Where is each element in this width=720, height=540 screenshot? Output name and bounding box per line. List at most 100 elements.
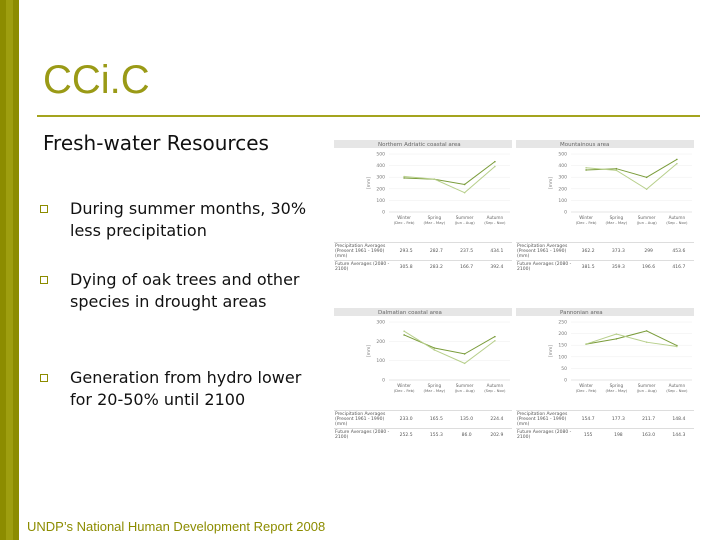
series-name: Future Averages (2080 - 2100) [516,260,573,273]
data-label: 211.7 [633,410,664,429]
data-label: 283.2 [421,260,452,273]
table-row: Future Averages (2080 - 2100) 305.8 283.2 1… [334,260,512,273]
y-tick-label: 200 [376,339,385,345]
bullet-item: Generation from hydro lower for 20-50% u… [40,367,310,411]
data-label: 305.8 [391,260,422,273]
series-name: Precipitation Averages (Present 1961 - 1… [516,242,573,261]
data-label: 233.0 [391,410,422,429]
series-line [404,166,496,194]
data-point [645,330,648,332]
x-tick-sublabel: (Mar - May) [605,220,627,225]
chart-panel: Mountainous area 500 400 300 200 100 0 [mm] Wint… [516,140,694,294]
table-row: Precipitation Averages (Present 1961 - 1… [334,410,512,429]
series-name: Precipitation Averages (Present 1961 - 1… [516,410,573,429]
data-point [494,335,496,338]
y-tick-label: 250 [558,320,567,326]
x-tick-sublabel: (Jun - Aug) [455,388,476,393]
chart-title-bar [516,140,694,148]
data-label: 166.7 [451,260,482,273]
slide-title: CCi.C [43,58,150,102]
y-tick-label: 0 [564,210,567,216]
series-line [403,330,496,364]
x-tick-sublabel: (Jun - Aug) [637,388,658,393]
series-name: Precipitation Averages (Present 1961 - 1… [334,242,391,261]
y-tick-label: 300 [376,175,385,181]
y-axis-label: [mm] [366,345,372,358]
x-tick-label: Summer [638,383,656,388]
data-point [403,177,405,179]
chart-panel: Dalmatian coastal area 300 200 100 0 [mm] Wint… [334,308,512,462]
data-point [585,169,587,171]
series-name: Future Averages (2080 - 2100) [516,428,573,441]
data-point [403,175,405,178]
data-label: 202.9 [481,428,512,441]
y-tick-label: 200 [376,186,385,192]
data-label: 135.0 [451,410,482,429]
chart-title: Mountainous area [560,142,609,148]
data-point [585,166,587,169]
data-label: 416.7 [663,260,694,273]
data-label: 224.4 [481,410,512,429]
data-label: 163.0 [633,428,664,441]
chart-title-bar [334,308,512,316]
x-tick-label: Autumn [669,383,686,388]
bullet-text: Generation from hydro lower for 20-50% u… [70,368,302,409]
chart-title-bar [334,140,512,148]
y-tick-label: 400 [558,163,567,169]
y-axis-label: [mm] [548,177,554,190]
y-tick-label: 0 [382,210,385,216]
x-tick-label: Spring [610,383,624,388]
data-label: 434.1 [481,242,512,261]
chart-svg: Pannonian area250200150100500[mm]Winter(… [516,308,694,393]
data-label: 148.4 [663,410,694,429]
series-line [403,334,496,355]
data-label: 252.5 [391,428,422,441]
y-tick-label: 50 [561,366,567,372]
data-point [403,330,405,332]
x-tick-sublabel: (Sep - Nov) [484,388,506,393]
data-point [463,362,466,365]
chart-title: Pannonian area [560,310,603,316]
y-axis-label: [mm] [366,177,372,190]
series-name: Future Averages (2080 - 2100) [334,428,391,441]
data-label: 86.0 [451,428,482,441]
chart-title: Dalmatian coastal area [378,310,442,316]
y-tick-label: 500 [558,152,567,158]
series-name: Precipitation Averages (Present 1961 - 1… [334,410,391,429]
chart-title: Northern Adriatic coastal area [378,142,461,148]
data-point [433,347,436,349]
data-label: 381.5 [573,260,604,273]
bullet-text: During summer months, 30% less precipita… [70,199,307,240]
y-tick-label: 500 [376,152,385,158]
bullet-square-icon [40,205,48,213]
x-tick-label: Autumn [669,215,686,220]
y-tick-label: 100 [558,198,567,204]
x-tick-label: Spring [428,383,442,388]
series-name: Future Averages (2080 - 2100) [334,260,391,273]
table-row: Precipitation Averages (Present 1961 - 1… [516,410,694,429]
data-label: 177.3 [603,410,634,429]
chart-svg: Mountainous area 500 400 300 200 100 0 [mm] Wint… [516,140,694,225]
chart-panel: Pannonian area 250 200 150 100 50 0 [mm] Winter(… [516,308,694,462]
data-label: 293.5 [391,242,422,261]
data-table: Precipitation Averages (Present 1961 - 1… [516,410,694,441]
x-tick-sublabel: (Sep - Nov) [666,220,688,225]
x-tick-label: Summer [456,215,474,220]
source-citation: UNDP’s National Human Development Report… [27,519,326,534]
data-point [585,343,587,345]
x-tick-sublabel: (Mar - May) [423,220,445,225]
x-tick-sublabel: (Sep - Nov) [484,220,506,225]
y-tick-label: 400 [376,163,385,169]
slide-subtitle: Fresh-water Resources [43,131,269,155]
x-tick-label: Summer [638,215,656,220]
series-line [586,330,678,347]
data-point [615,167,618,170]
sidebar-stripe-inner [6,0,13,540]
x-tick-sublabel: (Mar - May) [423,388,445,393]
x-tick-label: Autumn [487,383,504,388]
data-point [676,162,678,165]
bullet-text: Dying of oak trees and other species in … [70,270,300,311]
table-row: Precipitation Averages (Present 1961 - 1… [334,242,512,261]
data-label: 155 [573,428,604,441]
data-point [615,338,618,340]
